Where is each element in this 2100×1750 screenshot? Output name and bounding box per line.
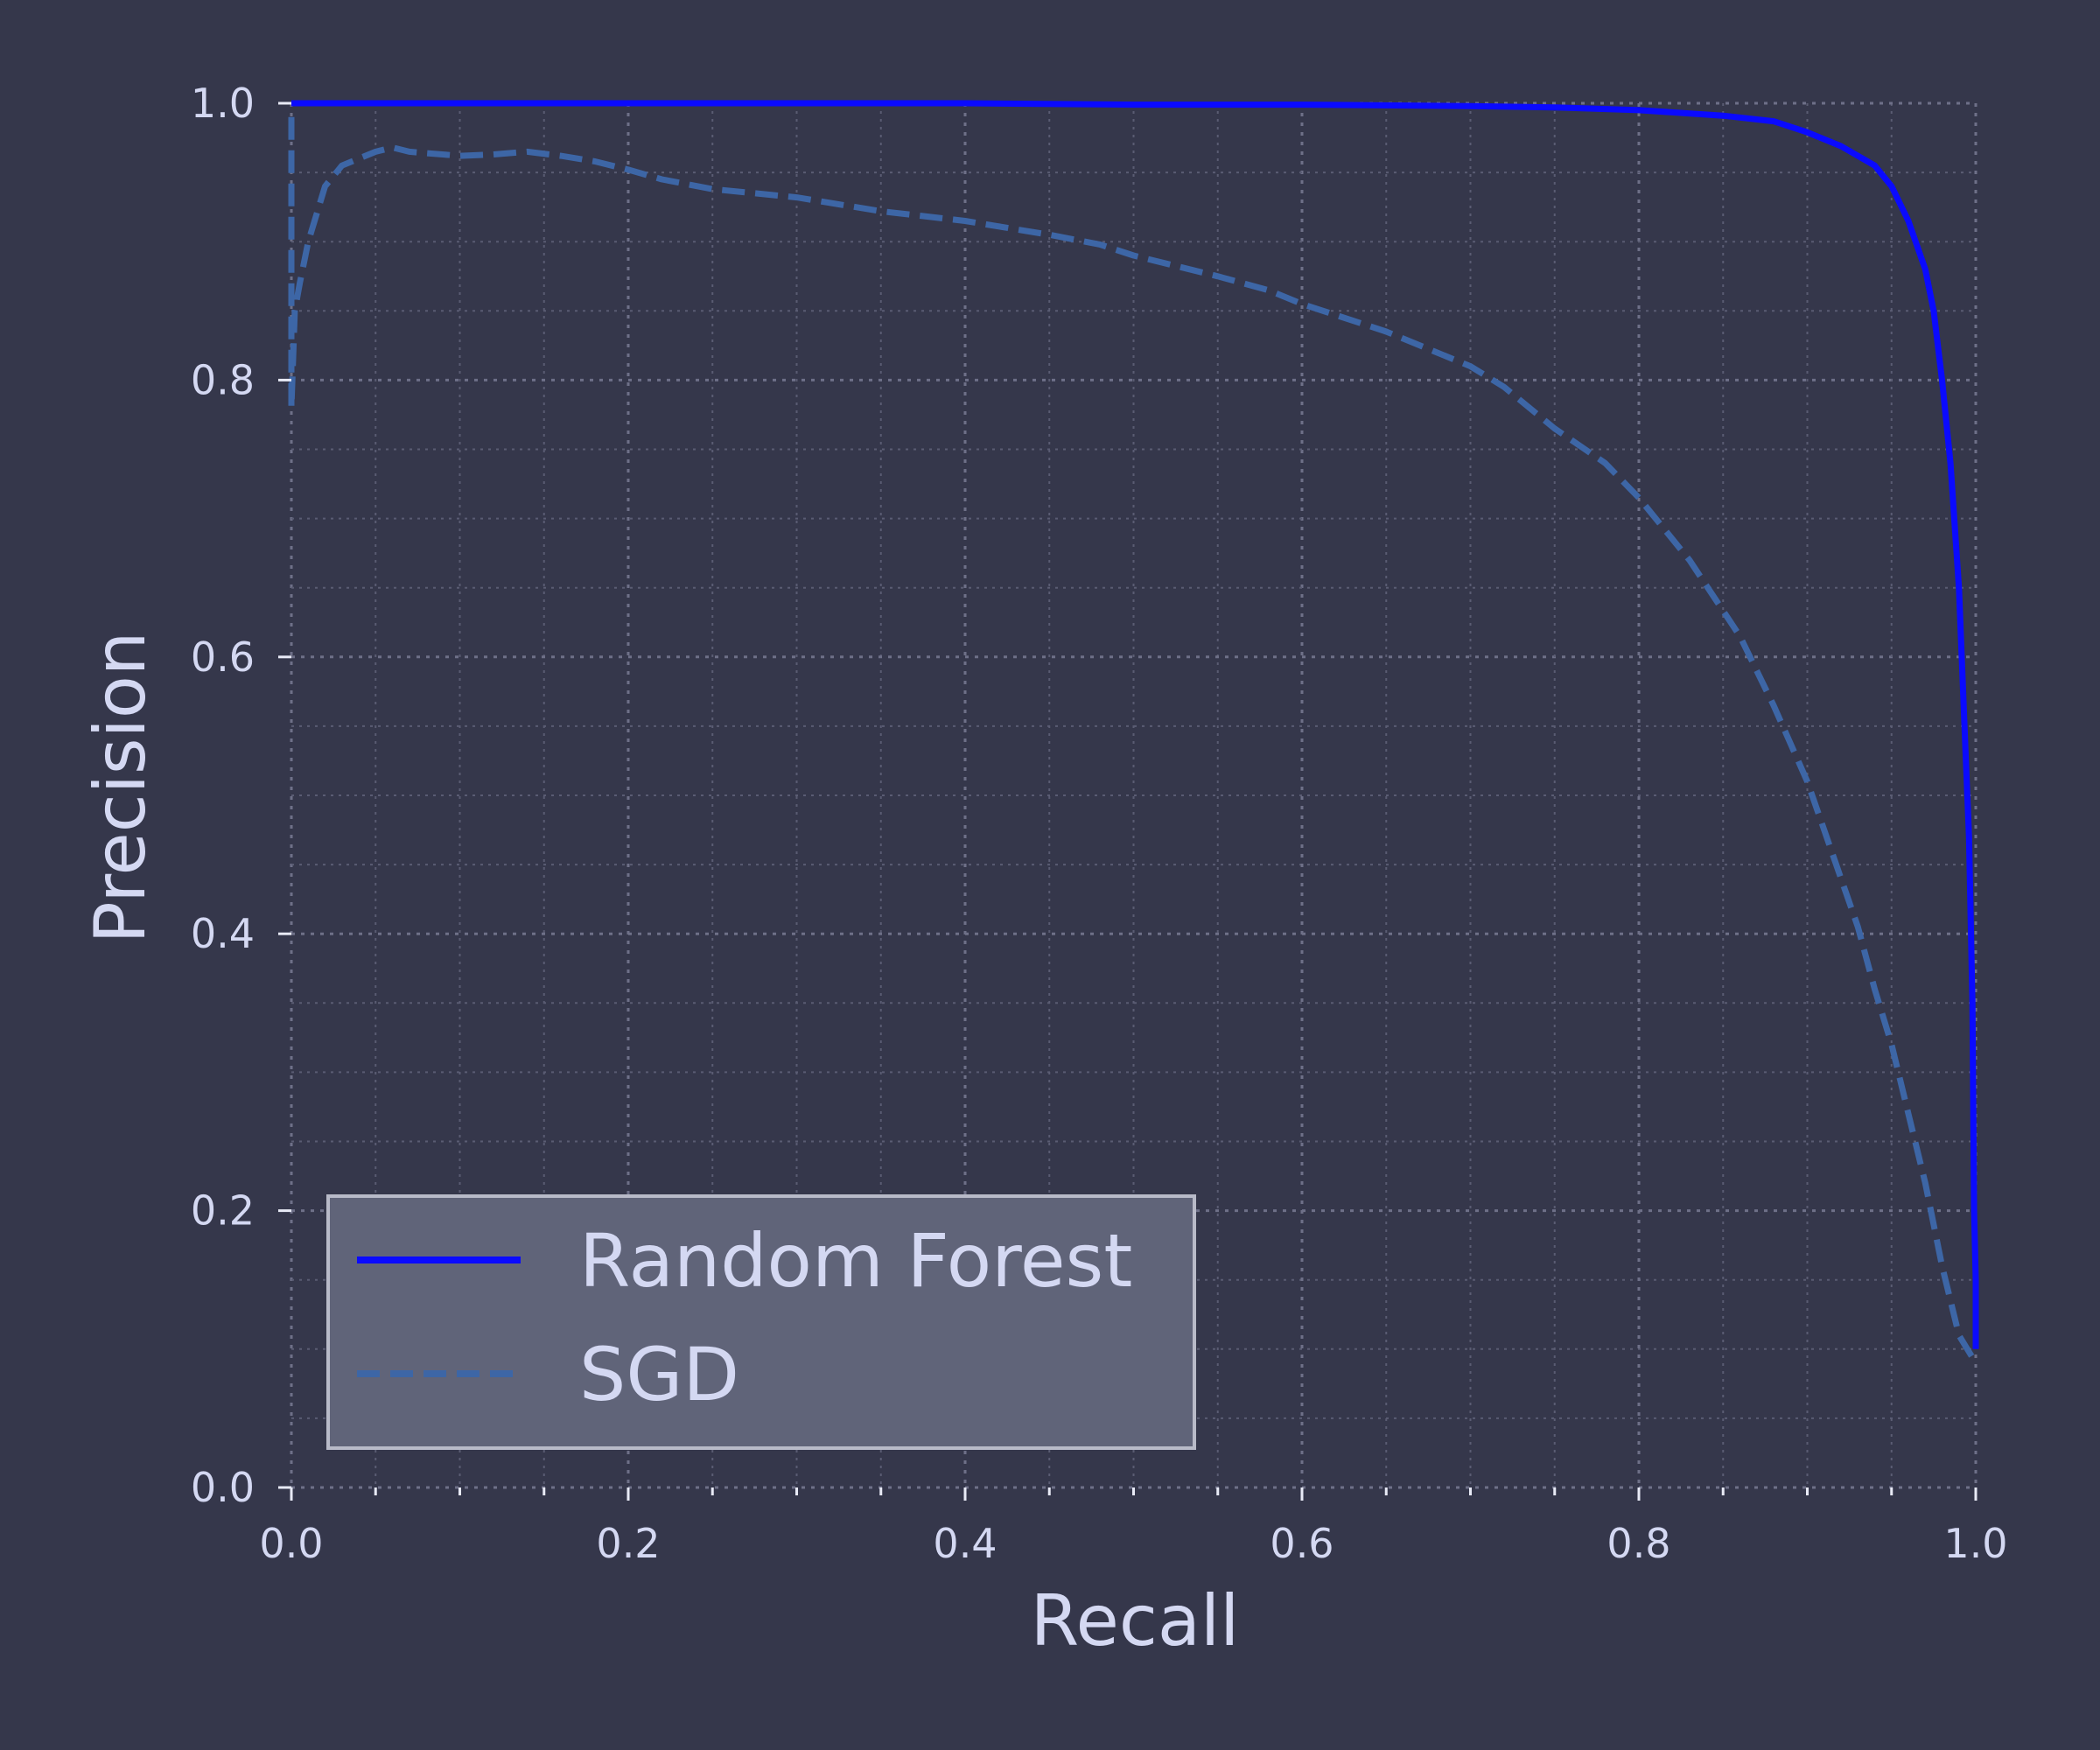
series-line-1 <box>288 116 1978 1365</box>
series-line-0 <box>291 100 1979 1349</box>
legend-label-0: Random Forest <box>579 1218 1132 1304</box>
legend-box <box>326 1194 1196 1450</box>
y-tick-label: 0.0 <box>191 1464 255 1511</box>
y-tick-label: 1.0 <box>191 80 255 127</box>
series-lines <box>288 100 1979 1365</box>
x-tick-label: 0.2 <box>596 1520 660 1567</box>
x-tick-label: 0.4 <box>933 1520 997 1567</box>
y-tick-label: 0.6 <box>191 634 255 681</box>
y-tick-label: 0.8 <box>191 356 255 403</box>
legend: Random Forest SGD <box>326 1194 1196 1450</box>
x-axis-title: Recall <box>1031 1580 1240 1662</box>
axes: 0.0 0.2 0.4 0.6 0.8 1.0 0.0 0.2 0.4 0.6 0.8 1.0 <box>191 80 2008 1567</box>
y-axis-title: Precision <box>80 632 161 944</box>
x-tick-label: 0.8 <box>1606 1520 1670 1567</box>
x-tick-label: 0.0 <box>259 1520 323 1567</box>
y-tick-label: 0.4 <box>191 910 255 957</box>
legend-label-1: SGD <box>579 1332 739 1418</box>
x-tick-label: 0.6 <box>1270 1520 1334 1567</box>
y-tick-label: 0.2 <box>191 1187 255 1235</box>
x-tick-label: 1.0 <box>1943 1520 2007 1567</box>
